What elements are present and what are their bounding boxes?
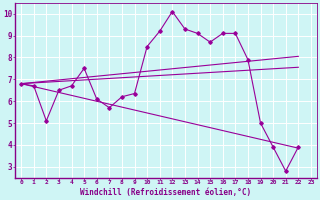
X-axis label: Windchill (Refroidissement éolien,°C): Windchill (Refroidissement éolien,°C)	[80, 188, 252, 197]
